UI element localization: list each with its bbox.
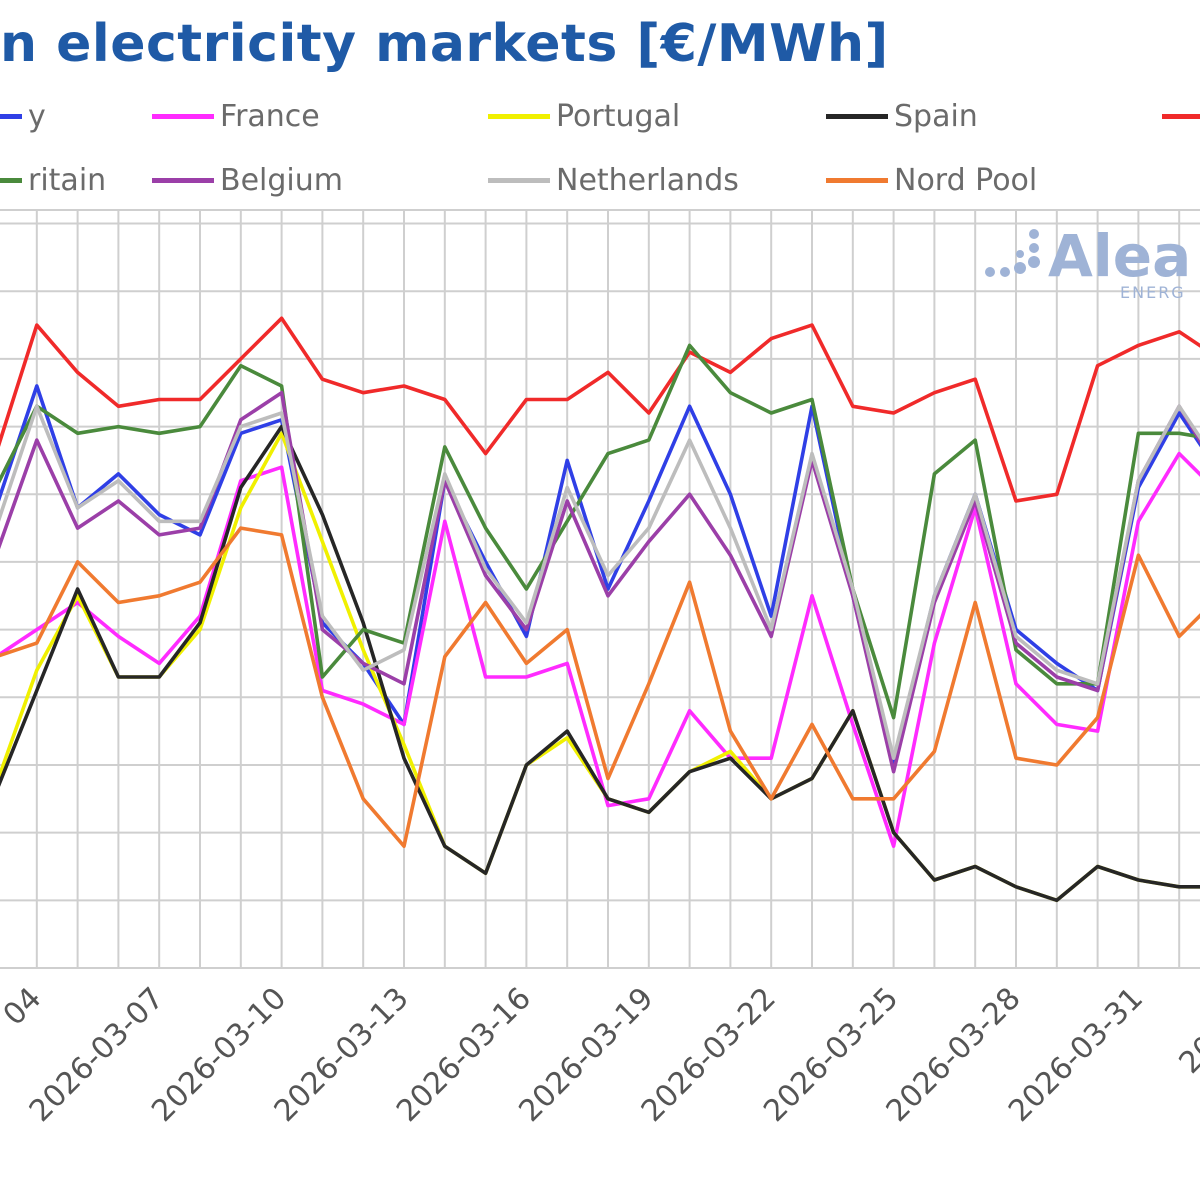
watermark-dot [1029, 229, 1039, 239]
series-line-france [0, 451, 1200, 849]
legend-swatch [1162, 113, 1200, 119]
series-line-spain [0, 424, 1200, 903]
watermark-dot [1016, 250, 1024, 258]
legend-label: ritain [28, 162, 107, 198]
legend-label: France [220, 98, 320, 134]
legend-swatch [0, 177, 22, 183]
legend-item: France [152, 96, 320, 136]
watermark-brand: Alea [1048, 222, 1191, 290]
legend-swatch [152, 113, 214, 119]
legend-swatch [152, 177, 214, 183]
legend-item: Nord Pool [826, 160, 1037, 200]
watermark-dot [985, 267, 995, 277]
x-tick-label: 04 [0, 981, 48, 1033]
legend-label: Spain [894, 98, 978, 134]
legend-swatch [0, 113, 22, 119]
watermark-sub: ENERG [1120, 283, 1186, 302]
legend-label: Nord Pool [894, 162, 1038, 198]
legend-swatch [488, 113, 550, 119]
series-line-ritain [0, 343, 1200, 720]
legend-item: Spain [826, 96, 978, 136]
watermark-dot [1028, 256, 1040, 268]
legend-label: Netherlands [556, 162, 739, 198]
watermark-dot [1014, 262, 1026, 274]
series-line-unnamed-4 [0, 316, 1200, 503]
series-line-nord-pool [0, 526, 1200, 849]
chart-title: n electricity markets [€/MWh] [0, 14, 889, 74]
x-tick-label: 2026-0 [1173, 981, 1200, 1081]
watermark-dot [1029, 243, 1039, 253]
legend-label: y [28, 98, 46, 134]
legend-item: Portugal [488, 96, 680, 136]
legend-swatch [488, 177, 550, 183]
series-line-belgium [0, 390, 1200, 774]
legend-swatch [826, 177, 888, 183]
series-line-y [0, 384, 1200, 767]
legend-label: Belgium [220, 162, 343, 198]
watermark-dot [1000, 267, 1010, 277]
legend-label: Portugal [556, 98, 681, 134]
legend-item: Netherlands [488, 160, 739, 200]
legend-item: y [0, 96, 46, 136]
legend-item [1162, 96, 1200, 136]
legend-swatch [826, 113, 888, 119]
legend-item: Belgium [152, 160, 343, 200]
legend-item: ritain [0, 160, 106, 200]
series-line-netherlands [0, 404, 1200, 761]
